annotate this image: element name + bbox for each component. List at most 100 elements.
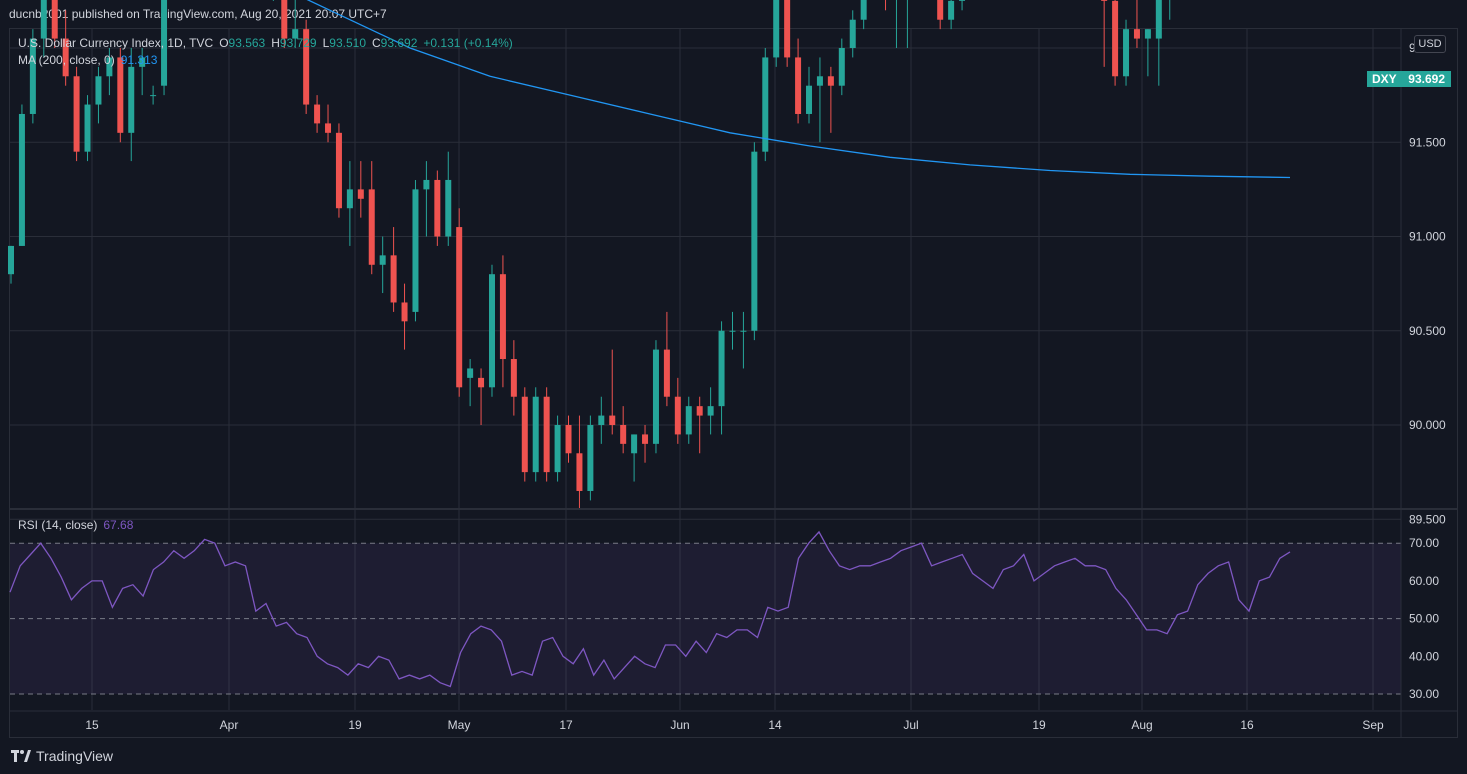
- candle-body: [806, 85, 813, 114]
- candle-body: [390, 255, 397, 303]
- candle-body: [696, 406, 703, 416]
- rsi-label: RSI (14, close): [18, 518, 98, 532]
- high-value: 93.729: [279, 36, 317, 50]
- open-value: 93.563: [228, 36, 266, 50]
- candle-body: [488, 274, 495, 388]
- candle-body: [423, 179, 430, 190]
- candle-body: [303, 29, 310, 105]
- candle-body: [346, 189, 353, 209]
- rsi-tick-label: 30.00: [1409, 687, 1439, 701]
- candle-body: [1123, 29, 1130, 77]
- candle-body: [128, 66, 135, 133]
- candle-body: [707, 406, 714, 416]
- date-tick-label: 19: [348, 718, 362, 732]
- date-tick-label: Aug: [1131, 718, 1152, 732]
- date-tick-label: 16: [1240, 718, 1254, 732]
- currency-button[interactable]: USD: [1414, 35, 1446, 53]
- candle-body: [1101, 0, 1108, 1]
- candle-body: [663, 349, 670, 397]
- candle-body: [29, 38, 36, 114]
- candle-body: [620, 425, 627, 444]
- candle-body: [521, 396, 528, 473]
- rsi-tick-label: 70.00: [1409, 536, 1439, 550]
- publish-header: ducnb2001 published on TradingView.com, …: [0, 0, 1467, 28]
- candle-body: [587, 425, 594, 491]
- candle-body: [379, 255, 386, 265]
- candles: [8, 0, 1171, 510]
- axes: 89.50090.00090.50091.00091.50092.00092.5…: [10, 29, 1458, 738]
- candle-body: [685, 406, 692, 435]
- candle-body: [948, 0, 955, 20]
- candle-body: [40, 0, 47, 39]
- high-label: H: [271, 36, 280, 50]
- candle-body: [357, 189, 364, 199]
- footer: [0, 739, 1467, 774]
- ma-label: MA (200, close, 0): [18, 53, 115, 67]
- candle-body: [674, 396, 681, 435]
- close-value: 93.692: [380, 36, 418, 50]
- tradingview-logo-icon: [11, 750, 31, 762]
- open-label: O: [219, 36, 229, 50]
- candle-body: [784, 0, 791, 58]
- publisher-text: ducnb2001 published on TradingView.com, …: [9, 7, 387, 21]
- rsi-tick-label: 50.00: [1409, 612, 1439, 626]
- candle-body: [849, 19, 856, 48]
- rsi-tick-label: 40.00: [1409, 649, 1439, 663]
- candle-body: [281, 0, 288, 39]
- candle-body: [565, 425, 572, 454]
- candle-body: [150, 95, 157, 97]
- legend-ma[interactable]: MA (200, close, 0) 91.313: [18, 53, 157, 67]
- low-label: L: [322, 36, 330, 50]
- price-tick-label: 91.500: [1409, 135, 1446, 149]
- candle-body: [18, 113, 25, 246]
- candle-body: [762, 57, 769, 152]
- candle-body: [117, 57, 124, 133]
- candle-body: [860, 0, 867, 20]
- candle-body: [84, 104, 91, 152]
- candle-body: [445, 179, 452, 237]
- price-tag-symbol: DXY: [1372, 72, 1397, 86]
- price-tick-label: 90.500: [1409, 324, 1446, 338]
- candle-body: [652, 349, 659, 444]
- candle-body: [325, 123, 332, 133]
- candle-body: [795, 57, 802, 114]
- date-tick-label: 14: [768, 718, 782, 732]
- candle-body: [62, 38, 69, 77]
- chart-frame: [9, 28, 1458, 738]
- candle-body: [1155, 0, 1162, 39]
- candle-body: [292, 29, 299, 39]
- candle-body: [598, 415, 605, 425]
- date-tick-label: Jul: [903, 718, 918, 732]
- candle-body: [642, 434, 649, 444]
- date-tick-label: Sep: [1362, 718, 1384, 732]
- candle-body: [314, 104, 321, 124]
- instrument-label: U.S. Dollar Currency Index, 1D, TVC: [18, 36, 214, 50]
- tradingview-logo[interactable]: TradingView: [11, 748, 113, 764]
- candle-body: [478, 377, 485, 388]
- candle-body: [1112, 0, 1119, 77]
- date-tick-label: 15: [85, 718, 99, 732]
- candle-body: [139, 57, 146, 67]
- price-tag-value: 93.692: [1408, 72, 1445, 86]
- legend-rsi[interactable]: RSI (14, close) 67.68: [18, 518, 133, 532]
- candle-body: [335, 132, 342, 209]
- candle-body: [412, 189, 419, 312]
- candle-body: [609, 415, 616, 425]
- date-tick-label: Jun: [670, 718, 689, 732]
- candle-body: [751, 151, 758, 331]
- date-tick-label: 17: [559, 718, 573, 732]
- moving-average: [306, 0, 1291, 179]
- rsi-value: 67.68: [103, 518, 134, 532]
- candle-body: [554, 425, 561, 473]
- ma-line: [306, 0, 1291, 179]
- date-tick-label: May: [448, 718, 471, 732]
- candle-body: [816, 76, 823, 86]
- brand-name: TradingView: [36, 748, 114, 764]
- candle-body: [499, 274, 506, 360]
- candle-body: [959, 0, 966, 1]
- rsi-tick-label: 60.00: [1409, 574, 1439, 588]
- rsi-pane: [9, 530, 1401, 695]
- change-value: +0.131 (+0.14%): [423, 36, 513, 50]
- candle-body: [729, 330, 736, 332]
